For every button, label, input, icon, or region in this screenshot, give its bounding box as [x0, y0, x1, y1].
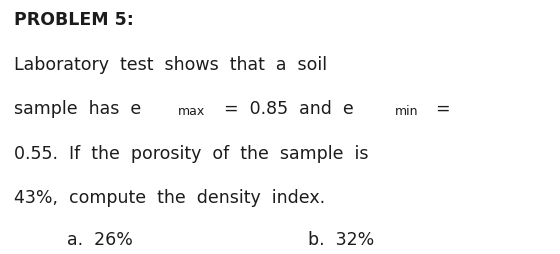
Text: =  0.85  and  e: = 0.85 and e	[213, 100, 354, 118]
Text: b.  32%: b. 32%	[308, 231, 374, 249]
Text: sample  has  e: sample has e	[14, 100, 141, 118]
Text: =: =	[425, 100, 451, 118]
Text: PROBLEM 5:: PROBLEM 5:	[14, 11, 134, 29]
Text: 0.55.  If  the  porosity  of  the  sample  is: 0.55. If the porosity of the sample is	[14, 145, 368, 163]
Text: min: min	[395, 105, 418, 118]
Text: max: max	[178, 105, 206, 118]
Text: 43%,  compute  the  density  index.: 43%, compute the density index.	[14, 189, 325, 207]
Text: Laboratory  test  shows  that  a  soil: Laboratory test shows that a soil	[14, 56, 327, 74]
Text: a.  26%: a. 26%	[67, 231, 133, 249]
